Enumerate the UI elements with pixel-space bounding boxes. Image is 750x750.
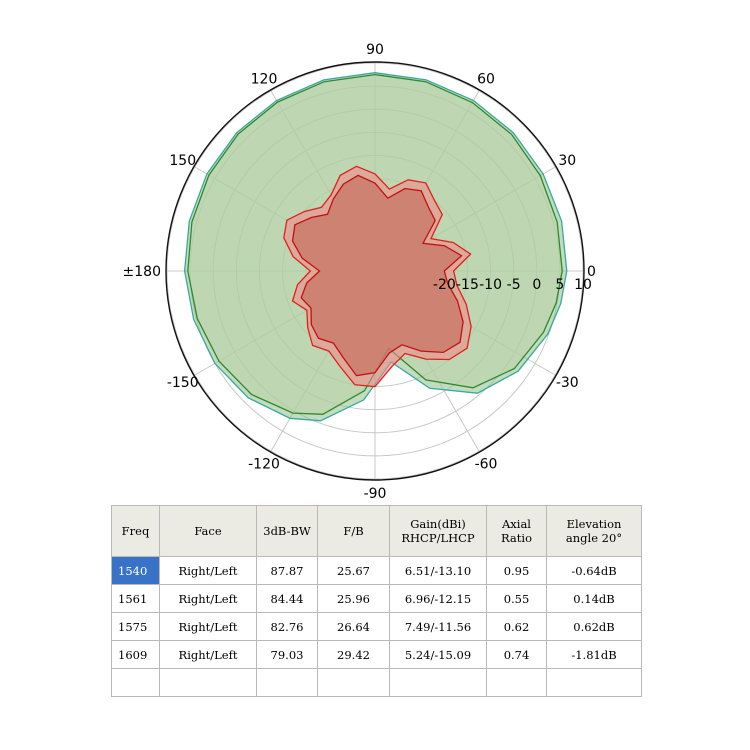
table-cell: -0.64dB <box>546 556 642 585</box>
angle-label: -60 <box>475 456 498 472</box>
column-header: F/B <box>317 505 390 557</box>
column-header-line: Elevation <box>566 517 622 531</box>
column-header-line: 3dB-BW <box>263 524 311 538</box>
pattern-series-4 <box>291 174 464 377</box>
outer-ring <box>165 61 585 481</box>
table-header: Freq Face 3dB-BW F/B Gain(dBi) RHCP/LHCP Axial… <box>111 505 642 557</box>
table-cell <box>546 668 642 697</box>
angle-label: -90 <box>364 486 387 500</box>
column-header: Gain(dBi) RHCP/LHCP <box>389 505 487 557</box>
table-body: 1540 Right/Left 87.87 25.67 6.51/-13.10 0.95-… <box>111 556 642 697</box>
radial-tick-label: 0 <box>532 277 541 293</box>
column-header-line: Ratio <box>500 531 532 545</box>
table-row[interactable] <box>111 668 642 697</box>
column-header: Face <box>159 505 257 557</box>
table-cell: Right/Left <box>159 556 257 585</box>
column-header: Elevation angle 20° <box>546 505 642 557</box>
radial-labels: -20 -15 -10 -5 0 5 10 <box>433 277 592 293</box>
angle-label: -120 <box>248 456 280 472</box>
radial-tick-label: -5 <box>507 277 521 293</box>
table-cell: Right/Left <box>159 612 257 641</box>
angle-label: 0 <box>587 264 596 280</box>
radial-tick-label: -10 <box>479 277 502 293</box>
column-header-line: F/B <box>343 524 364 538</box>
column-header: 3dB-BW <box>256 505 318 557</box>
table-cell: 0.55 <box>486 584 547 613</box>
table-cell: -1.81dB <box>546 640 642 669</box>
table-cell: 25.67 <box>317 556 390 585</box>
table-cell: 6.96/-12.15 <box>389 584 487 613</box>
angle-label: 30 <box>558 153 576 169</box>
angle-label: -30 <box>556 375 579 391</box>
column-header: Axial Ratio <box>486 505 547 557</box>
angle-label: 60 <box>477 72 495 88</box>
table-cell: Right/Left <box>159 584 257 613</box>
table-row[interactable]: 1575 Right/Left 82.76 26.64 7.49/-11.56 0.62 0… <box>111 612 642 641</box>
table-cell: 29.42 <box>317 640 390 669</box>
table-cell: Right/Left <box>159 640 257 669</box>
radial-tick-label: 5 <box>555 277 564 293</box>
table-cell: 26.64 <box>317 612 390 641</box>
table-cell: 79.03 <box>256 640 318 669</box>
angle-label: 120 <box>251 72 278 88</box>
table-cell: 1575 <box>111 612 160 641</box>
table-cell <box>256 668 318 697</box>
column-header-line: Axial <box>501 517 531 531</box>
table-cell: 1609 <box>111 640 160 669</box>
table-cell: 1540 <box>111 556 160 585</box>
radial-tick-label: -15 <box>456 277 479 293</box>
table-cell: 0.74 <box>486 640 547 669</box>
column-header-line: RHCP/LHCP <box>401 531 475 545</box>
table-row[interactable]: 1609 Right/Left 79.03 29.42 5.24/-15.09 0.74-… <box>111 640 642 669</box>
table-cell: 1561 <box>111 584 160 613</box>
table-cell <box>389 668 487 697</box>
column-header-line: Freq <box>121 524 150 538</box>
table-cell: 82.76 <box>256 612 318 641</box>
radial-tick-label: 10 <box>574 277 592 293</box>
table-row[interactable]: 1561 Right/Left 84.44 25.96 6.96/-12.15 0.55 0… <box>111 584 642 613</box>
angle-label: ±180 <box>123 264 161 280</box>
table-cell <box>486 668 547 697</box>
angle-label: -150 <box>167 375 199 391</box>
radial-tick-label: -20 <box>433 277 456 293</box>
column-header-line: Face <box>194 524 222 538</box>
table-cell: 6.51/-13.10 <box>389 556 487 585</box>
column-header-line: Gain(dBi) <box>410 517 466 531</box>
angle-label: 90 <box>366 42 384 58</box>
series-layer <box>183 72 568 422</box>
column-header: Freq <box>111 505 160 557</box>
table-row[interactable]: 1540 Right/Left 87.87 25.67 6.51/-13.10 0.95-… <box>111 556 642 585</box>
table-cell: 0.62 <box>486 612 547 641</box>
table-cell: 84.44 <box>256 584 318 613</box>
table-cell: 7.49/-11.56 <box>389 612 487 641</box>
table-cell: 0.62dB <box>546 612 642 641</box>
table-cell: 0.95 <box>486 556 547 585</box>
table-cell <box>317 668 390 697</box>
table-cell: 25.96 <box>317 584 390 613</box>
table-cell: 0.14dB <box>546 584 642 613</box>
table-cell: 5.24/-15.09 <box>389 640 487 669</box>
table-cell <box>159 668 257 697</box>
antenna-spec-table: Freq Face 3dB-BW F/B Gain(dBi) RHCP/LHCP Axial… <box>111 505 642 697</box>
angle-label: 150 <box>169 153 196 169</box>
column-header-line: angle 20° <box>565 531 623 545</box>
table-cell <box>111 668 160 697</box>
table-cell: 87.87 <box>256 556 318 585</box>
